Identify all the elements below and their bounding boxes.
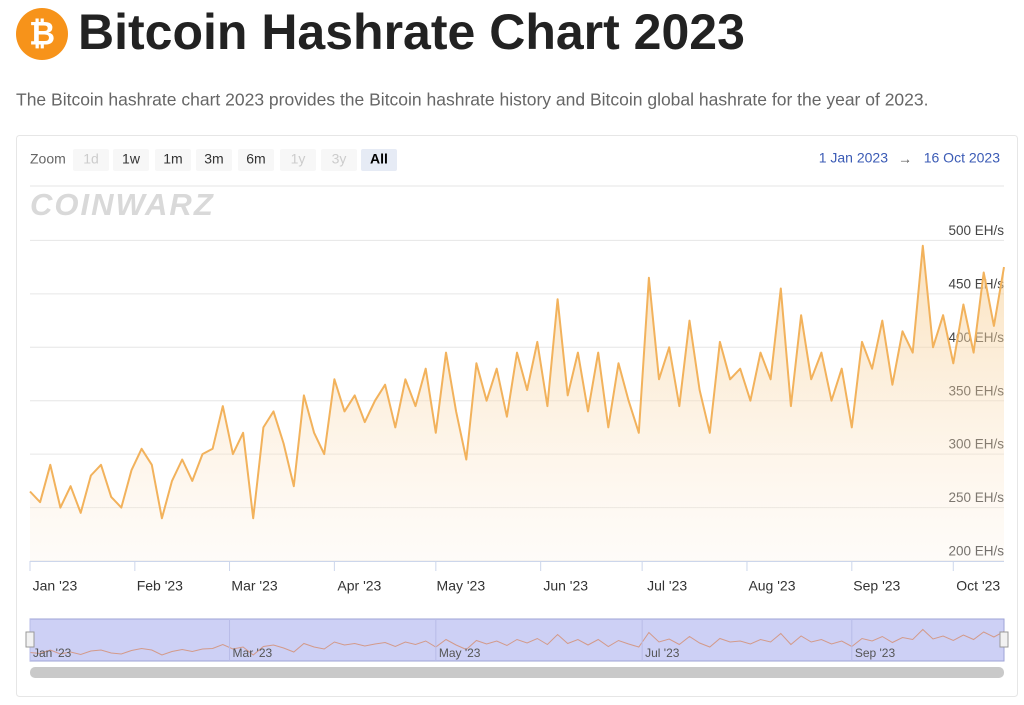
watermark: COINWARZ (30, 187, 215, 222)
navigator-handle[interactable] (999, 631, 1009, 648)
navigator-label: May '23 (439, 646, 481, 660)
zoom-button[interactable] (361, 149, 397, 171)
bitcoin-logo (16, 8, 68, 60)
range-from[interactable]: 1 Jan 2023 (819, 150, 888, 166)
hashrate-line (29, 244, 1005, 520)
subtitle: The Bitcoin hashrate chart 2023 provides… (16, 90, 929, 110)
zoom-button[interactable] (238, 149, 274, 171)
y-tick-label: 450 EH/s (948, 276, 1004, 291)
navigator-label: Jul '23 (645, 646, 680, 660)
navigator-line (29, 628, 1005, 656)
zoom-button[interactable] (113, 149, 149, 171)
x-tick-label: Jan '23 (33, 578, 78, 594)
y-tick-label: 500 EH/s (948, 223, 1004, 238)
area-fill (30, 245, 1004, 562)
zoom-button-label: 3y (332, 151, 347, 167)
x-tick-label: May '23 (437, 578, 486, 594)
navigator-label: Jan '23 (33, 646, 72, 660)
bitcoin-symbol: ₿ (29, 15, 55, 51)
zoom-button-label: 1d (83, 151, 99, 167)
x-tick-label: Sep '23 (853, 578, 900, 594)
navigator-label: Sep '23 (855, 646, 896, 660)
zoom-button-label[interactable]: All (370, 151, 388, 167)
zoom-button (280, 149, 316, 171)
x-tick-label: Mar '23 (231, 578, 277, 594)
zoom-label: Zoom (30, 151, 66, 167)
range-separator: → (898, 151, 912, 167)
scrollbar[interactable] (30, 667, 1004, 678)
zoom-button (73, 149, 109, 171)
x-tick-label: Jun '23 (543, 578, 588, 594)
x-tick-label: Oct '23 (956, 578, 1000, 594)
zoom-button[interactable] (155, 149, 191, 171)
zoom-button[interactable] (196, 149, 232, 171)
zoom-button-label[interactable]: 3m (204, 151, 223, 167)
range-to[interactable]: 16 Oct 2023 (924, 150, 1000, 166)
navigator-label: Mar '23 (233, 646, 273, 660)
zoom-button-label[interactable]: 6m (246, 151, 265, 167)
zoom-button-label[interactable]: 1w (122, 151, 141, 167)
zoom-button-label[interactable]: 1m (163, 151, 182, 167)
x-tick-label: Jul '23 (647, 578, 687, 594)
x-tick-label: Feb '23 (137, 578, 183, 594)
zoom-button-label: 1y (291, 151, 306, 167)
x-tick-label: Apr '23 (337, 578, 381, 594)
zoom-button (321, 149, 357, 171)
navigator-handle[interactable] (25, 631, 35, 648)
page-title: Bitcoin Hashrate Chart 2023 (78, 4, 745, 60)
x-tick-label: Aug '23 (748, 578, 795, 594)
